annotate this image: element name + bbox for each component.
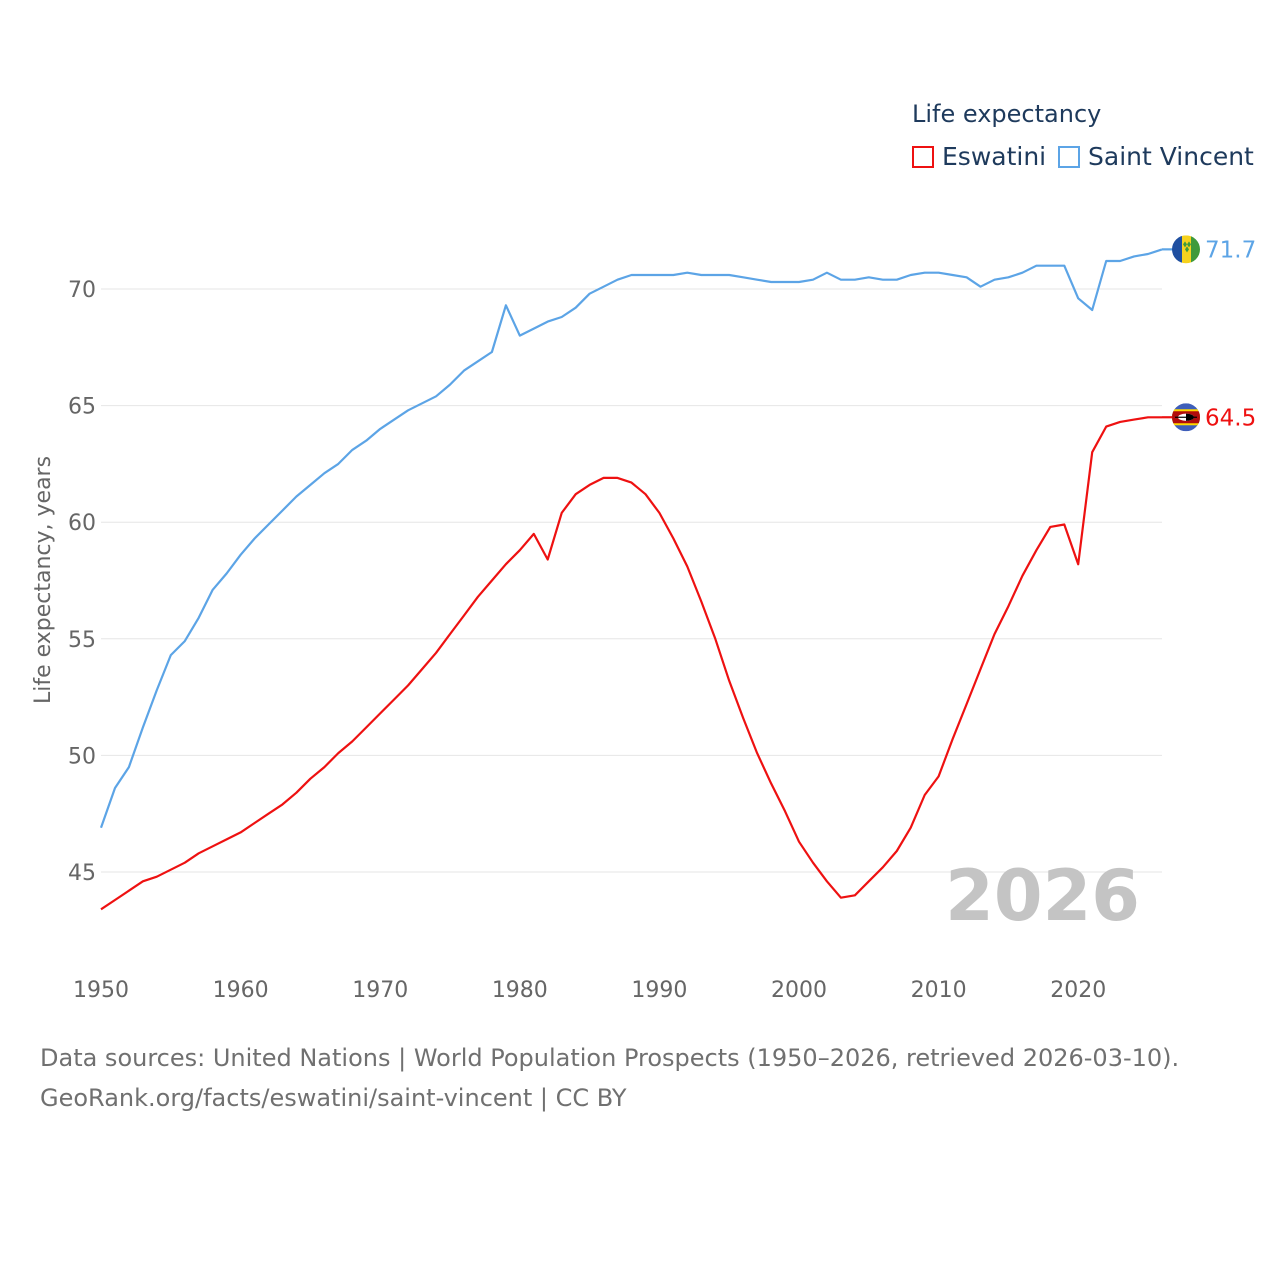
x-tick-label: 1980: [492, 978, 548, 1003]
y-tick-label: 65: [68, 395, 96, 420]
y-tick-label: 60: [68, 511, 96, 536]
y-axis-label: Life expectancy, years: [31, 456, 56, 704]
series-line-saint-vincent: [99, 248, 1163, 829]
series-line-eswatini: [100, 416, 1162, 911]
y-tick-label: 55: [68, 628, 96, 653]
end-markers: [1172, 235, 1200, 432]
grid-layer: [101, 288, 1162, 873]
tick-labels: 45 50 55 60 65 70 1950 1960 1970 1980 1990 2000 2010…: [68, 278, 1106, 1003]
y-tick-label: 45: [68, 861, 96, 886]
legend-label-saint-vincent: Saint Vincent: [1088, 142, 1254, 171]
year-watermark: 2026: [945, 855, 1140, 937]
x-tick-label: 1990: [631, 978, 687, 1003]
legend-swatch-saint-vincent: [1058, 145, 1080, 168]
x-tick-label: 2000: [771, 978, 827, 1003]
x-tick-label: 1950: [73, 978, 129, 1003]
x-tick-label: 1970: [352, 978, 408, 1003]
end-value-label-eswatini: 64.5: [1205, 405, 1256, 431]
y-tick-label: 50: [68, 744, 96, 769]
legend-item-saint-vincent[interactable]: Saint Vincent: [1058, 142, 1254, 171]
x-tick-label: 1960: [213, 978, 269, 1003]
x-tick-label: 2010: [911, 978, 967, 1003]
legend-title: Life expectancy: [912, 100, 1102, 128]
eswatini-flag-icon: [1172, 403, 1200, 432]
x-tick-label: 2020: [1050, 978, 1106, 1003]
y-tick-label: 70: [68, 278, 96, 303]
legend-item-eswatini[interactable]: Eswatini: [912, 142, 1046, 171]
footer-attribution-link[interactable]: GeoRank.org/facts/eswatini/saint-vincent…: [40, 1084, 627, 1112]
end-value-label-saint-vincent: 71.7: [1205, 237, 1256, 263]
legend-label-eswatini: Eswatini: [942, 142, 1047, 171]
legend-swatch-eswatini: [912, 145, 934, 168]
series-layer: 64.5 71.7: [99, 237, 1256, 911]
footer-data-sources: Data sources: United Nations | World Pop…: [40, 1044, 1180, 1072]
saint-vincent-flag-icon: [1172, 235, 1200, 264]
